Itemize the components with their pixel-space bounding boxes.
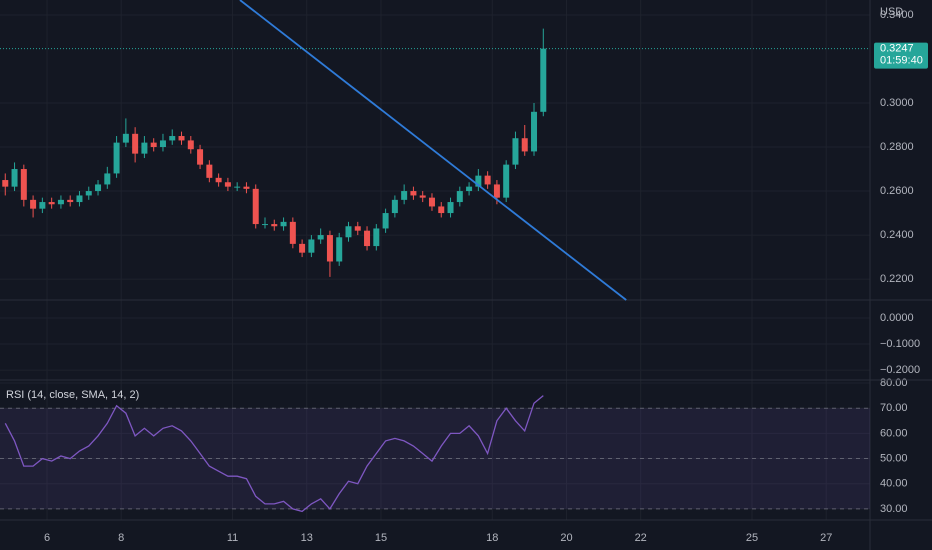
candle-body	[410, 191, 417, 196]
candle-body	[280, 221, 287, 227]
y-tick-label: 60.00	[880, 427, 908, 439]
candle-body	[531, 111, 538, 152]
candle-body	[391, 199, 398, 214]
y-tick-label: −0.1000	[880, 338, 920, 350]
y-tick-label: 30.00	[880, 503, 908, 515]
x-tick-label: 22	[635, 532, 647, 544]
candle-body	[178, 136, 185, 141]
x-tick-label: 8	[118, 532, 124, 544]
candle-body	[85, 191, 92, 196]
candle-body	[159, 140, 166, 148]
rsi-line	[4, 395, 544, 513]
y-tick-label: 0.3000	[880, 97, 914, 109]
candle-body	[262, 224, 269, 226]
candle-body	[456, 191, 463, 203]
currency: USD	[880, 6, 903, 18]
candle-body	[95, 184, 102, 192]
x-tick-label: 18	[486, 532, 498, 544]
y-tick-label: −0.2000	[880, 364, 920, 376]
candle-body	[521, 138, 528, 152]
candle-body	[345, 226, 352, 238]
candle-body	[289, 221, 296, 244]
y-tick-label: 40.00	[880, 478, 908, 490]
candle-body	[169, 136, 176, 141]
candle-body	[336, 237, 343, 262]
candle-body	[428, 197, 435, 207]
candle-body	[308, 239, 315, 253]
y-tick-label: 0.3400	[880, 9, 914, 21]
y-tick-label: 70.00	[880, 402, 908, 414]
candle-body	[364, 230, 371, 247]
y-tick-label: 0.2600	[880, 185, 914, 197]
candle-body	[326, 235, 333, 262]
candle-body	[401, 191, 408, 200]
x-tick-label: 11	[227, 532, 238, 544]
x-tick-label: 20	[560, 532, 572, 544]
candle-body	[503, 164, 510, 198]
candle-body	[382, 213, 389, 229]
y-tick-label: 0.2800	[880, 141, 914, 153]
candle-body	[317, 235, 324, 240]
candle-body	[141, 142, 148, 154]
candle-body	[466, 186, 473, 192]
x-tick-label: 13	[301, 532, 313, 544]
candle-body	[150, 142, 157, 148]
candle-body	[122, 133, 129, 143]
candle-body	[104, 173, 111, 185]
candle-body	[57, 199, 64, 205]
candle-body	[354, 226, 361, 231]
trendline	[239, 0, 627, 301]
x-tick-label: 27	[820, 532, 832, 544]
candle-body	[475, 175, 482, 187]
x-tick-label: 6	[44, 532, 50, 544]
candle-body	[419, 195, 426, 198]
candle-body	[271, 224, 278, 227]
candle-body	[39, 202, 46, 209]
candle-body	[373, 228, 380, 247]
candle-body	[299, 243, 306, 253]
candle-body	[234, 186, 241, 188]
last-price-box	[874, 42, 928, 69]
candle-body	[540, 48, 547, 112]
x-tick-label: 25	[746, 532, 758, 544]
candle-body	[20, 169, 27, 200]
candle-body	[484, 175, 491, 185]
candle-body	[132, 133, 139, 154]
candle-body	[447, 202, 454, 214]
candle-body	[113, 142, 120, 174]
candle-body	[243, 186, 250, 189]
candle-body	[215, 177, 222, 183]
candle-body	[252, 188, 259, 225]
y-tick-label: 80.00	[880, 377, 908, 389]
countdown: 01:59:40	[880, 55, 923, 67]
candle-body	[493, 184, 500, 198]
candle-body	[187, 140, 194, 150]
last-price-label: 0.3247	[880, 43, 914, 55]
y-tick-label: 0.2200	[880, 273, 914, 285]
y-tick-label: 50.00	[880, 452, 908, 464]
candle-body	[76, 195, 83, 203]
candle-body	[438, 206, 445, 214]
y-tick-label: 0.2400	[880, 229, 914, 241]
candle-body	[30, 199, 37, 209]
candle-body	[206, 164, 213, 178]
x-tick-label: 15	[375, 532, 387, 544]
candle-body	[48, 202, 55, 205]
candle-body	[67, 199, 74, 203]
candle-body	[2, 180, 9, 187]
candle-body	[11, 169, 18, 187]
candle-body	[197, 149, 204, 165]
candle-body	[224, 182, 231, 187]
candle-body	[512, 138, 519, 165]
rsi-title: RSI (14, close, SMA, 14, 2)	[6, 389, 139, 401]
y-tick-label: 0.0000	[880, 312, 914, 324]
